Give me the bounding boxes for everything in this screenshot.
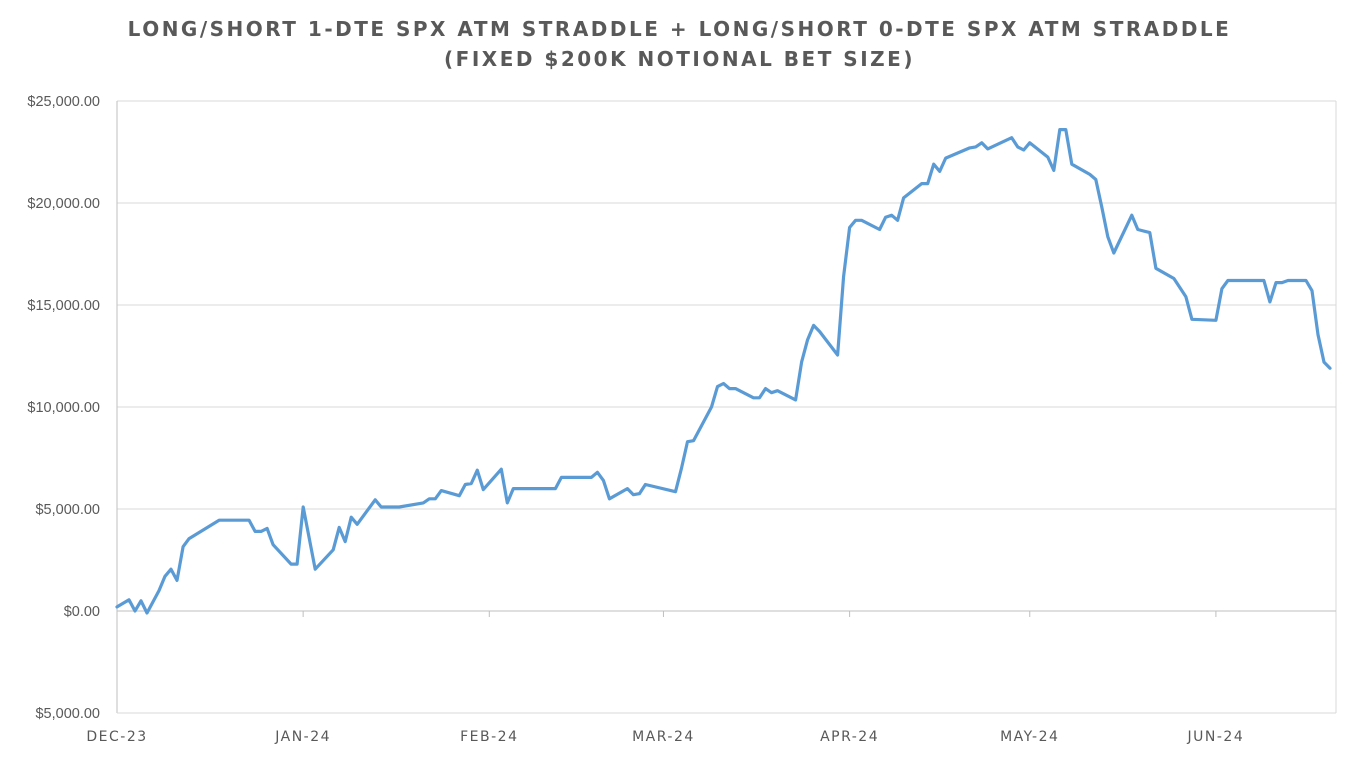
y-tick-label: $20,000.00 <box>27 196 100 212</box>
x-tick-label: DEC-23 <box>86 729 147 745</box>
y-axis-ticks: $25,000.00 $20,000.00 $15,000.00 $10,000.00… <box>27 94 100 722</box>
x-tick-label: JUN-24 <box>1187 729 1245 745</box>
y-tick-label: $5,000.00 <box>35 502 100 518</box>
y-tick-label: $25,000.00 <box>27 94 100 110</box>
y-tick-label: $0.00 <box>64 604 100 620</box>
series-line <box>115 128 1332 615</box>
y-tick-label: $15,000.00 <box>27 298 100 314</box>
axes <box>116 101 1337 714</box>
x-axis-ticks: DEC-23 JAN-24 FEB-24 MAR-24 APR-24 MAY-24 JUN-… <box>86 611 1245 745</box>
chart-title-block: LONG/SHORT 1-DTE SPX ATM STRADDLE + LONG… <box>0 14 1359 74</box>
gridlines <box>117 100 1336 510</box>
series-group <box>115 128 1332 615</box>
x-tick-label: JAN-24 <box>274 729 331 745</box>
x-tick-label: APR-24 <box>820 729 879 745</box>
x-tick-label: FEB-24 <box>460 729 518 745</box>
x-tick-label: MAR-24 <box>632 729 695 745</box>
chart-title: LONG/SHORT 1-DTE SPX ATM STRADDLE + LONG… <box>127 17 1232 41</box>
y-tick-label: $10,000.00 <box>27 400 100 416</box>
chart-subtitle: (FIXED $200K NOTIONAL BET SIZE) <box>444 47 915 71</box>
x-tick-label: MAY-24 <box>1000 729 1059 745</box>
y-tick-label: $5,000.00 <box>35 706 100 722</box>
